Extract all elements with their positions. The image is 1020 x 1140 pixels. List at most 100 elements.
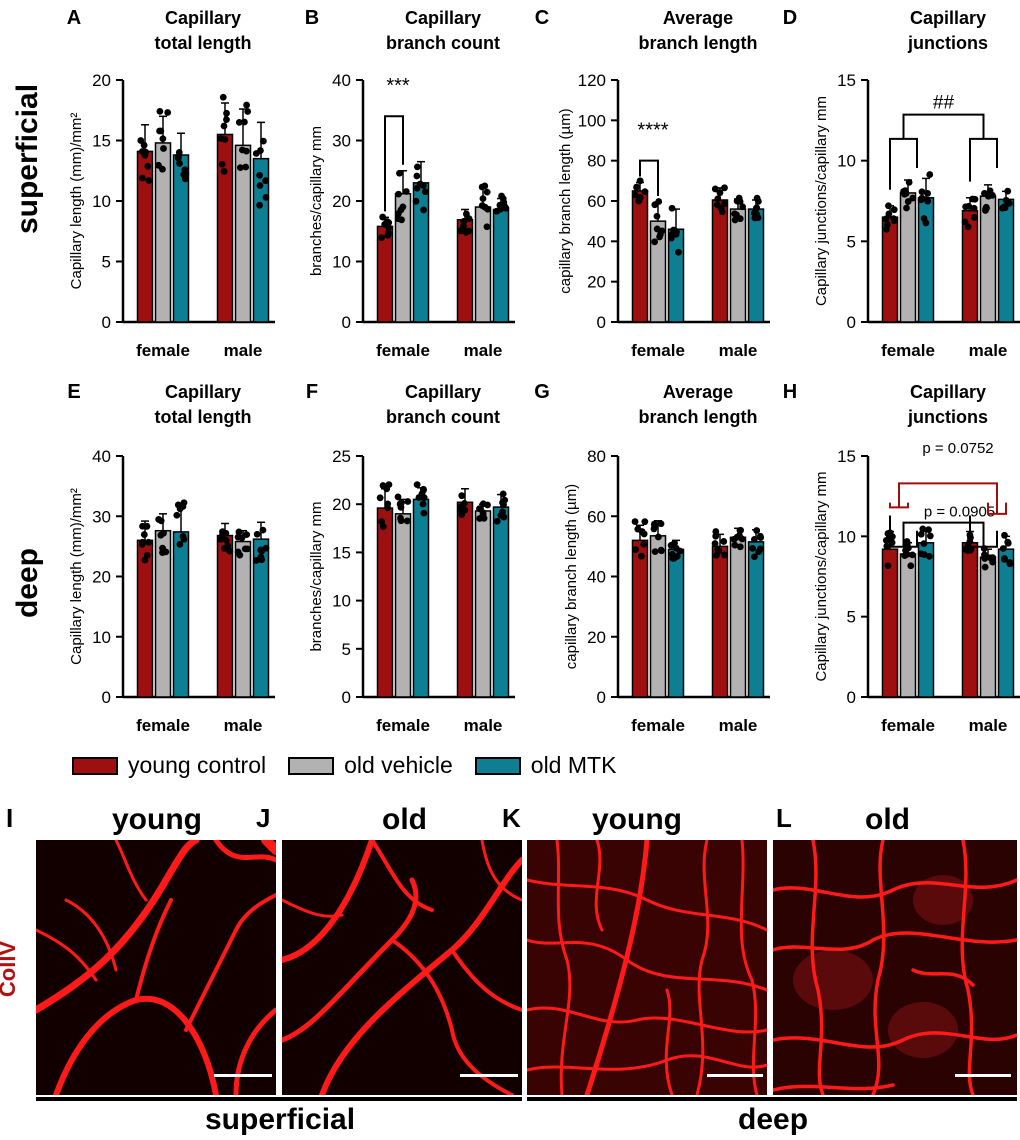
data-point (749, 544, 756, 552)
bar (979, 556, 997, 698)
data-point (402, 188, 410, 195)
data-point (924, 190, 932, 197)
data-point (965, 202, 973, 210)
data-point (159, 135, 167, 143)
data-point (481, 203, 489, 211)
bar (747, 541, 765, 698)
image-title-old-deep: old (865, 803, 910, 836)
data-point (462, 228, 470, 236)
data-point (909, 551, 916, 559)
data-point (636, 177, 644, 185)
data-point (420, 206, 427, 214)
data-point (259, 526, 267, 534)
data-point (885, 210, 893, 218)
scale-bar (955, 1074, 1011, 1077)
scale-bar (460, 1074, 518, 1077)
data-point (653, 225, 661, 233)
y-axis-label: capillary branch length (µm) (563, 484, 580, 669)
data-point (223, 109, 230, 117)
data-point (989, 191, 996, 199)
data-point (145, 177, 153, 184)
chart-title: branch count (386, 33, 500, 53)
bar (631, 190, 649, 323)
data-point (143, 522, 151, 530)
bar (631, 539, 649, 698)
data-point (164, 109, 172, 116)
chart-title: Capillary (165, 8, 241, 28)
y-axis-label: Capillary junctions/capillary mm (813, 471, 830, 681)
data-point (999, 545, 1007, 552)
data-point (403, 517, 411, 525)
data-point (499, 490, 507, 498)
data-point (651, 523, 659, 531)
y-tick-label: 100 (578, 111, 606, 130)
bar (711, 545, 729, 698)
x-tick-label: male (969, 341, 1008, 360)
data-point (901, 187, 909, 195)
bar (961, 542, 979, 698)
data-point (499, 195, 507, 203)
data-point (651, 548, 659, 556)
data-point (884, 562, 892, 570)
data-point (220, 122, 228, 130)
data-point (162, 548, 170, 556)
data-point (712, 532, 720, 540)
x-tick-label: male (464, 716, 503, 735)
data-point (160, 145, 167, 152)
data-point (404, 498, 412, 505)
data-point (241, 118, 248, 126)
micrograph-old-deep (773, 840, 1017, 1095)
data-point (970, 204, 978, 212)
data-point (480, 514, 488, 522)
data-point (397, 517, 405, 525)
bar (216, 534, 234, 698)
x-tick-label: male (719, 716, 758, 735)
panel-letter: B (305, 7, 319, 29)
row-label-superficial: superficial (11, 83, 44, 235)
bar (899, 553, 917, 698)
data-point (920, 540, 928, 548)
data-point (753, 527, 761, 534)
data-point (235, 119, 243, 126)
data-point (961, 218, 969, 226)
data-point (379, 213, 387, 221)
bar (394, 513, 412, 698)
data-point (241, 545, 249, 553)
panel-letter: D (783, 7, 797, 29)
data-point (385, 481, 393, 488)
vessel-network (282, 840, 522, 1095)
y-tick-label: 10 (332, 253, 351, 272)
data-point (920, 215, 928, 222)
data-point (226, 547, 234, 555)
data-point (242, 163, 250, 171)
data-point (989, 554, 997, 562)
data-point (500, 513, 508, 521)
image-title-young-deep: young (592, 803, 682, 836)
data-point (919, 525, 927, 533)
bar (917, 542, 935, 698)
bracket-sex (902, 521, 985, 547)
data-point (144, 162, 152, 170)
data-point (731, 210, 738, 218)
data-point (924, 197, 932, 205)
data-point (657, 520, 665, 528)
data-point (971, 214, 978, 221)
data-point (419, 500, 427, 508)
significance-label: ## (933, 93, 955, 114)
panel-letter: F (306, 381, 318, 403)
data-point (243, 531, 251, 539)
data-point (418, 490, 426, 498)
data-point (918, 188, 926, 196)
data-point (1001, 204, 1009, 212)
y-tick-label: 10 (837, 152, 856, 171)
region-bar-superficial (36, 1097, 522, 1101)
y-tick-label: 120 (578, 71, 606, 90)
bar (456, 501, 474, 698)
data-point (181, 166, 189, 174)
legend-item-old-vehicle: old vehicle (288, 752, 453, 779)
data-point (137, 137, 145, 144)
data-point (156, 107, 164, 115)
chart-title: junctions (907, 33, 988, 53)
data-point (243, 101, 251, 109)
image-title-old-superficial: old (382, 803, 427, 836)
